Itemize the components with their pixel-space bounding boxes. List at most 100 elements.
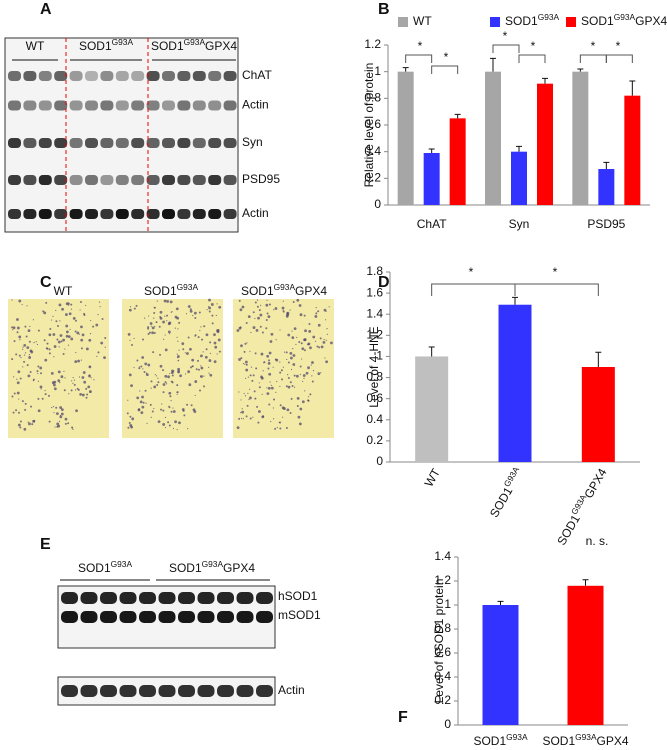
cell-dot	[24, 402, 27, 405]
cell-dot	[49, 327, 52, 330]
blot-band	[223, 209, 237, 219]
significance-bracket	[579, 54, 607, 63]
cell-dot	[67, 304, 70, 306]
cell-dot	[39, 385, 43, 389]
cell-dot	[267, 361, 271, 365]
cell-dot	[254, 352, 257, 355]
error-bar	[516, 145, 522, 152]
cell-dot	[209, 341, 212, 344]
significance-bracket	[518, 54, 546, 63]
cell-dot	[60, 340, 63, 343]
blot-band	[115, 71, 129, 81]
cell-dot	[184, 352, 186, 354]
blot-band	[54, 175, 68, 185]
cell-dot	[176, 391, 178, 393]
cell-dot	[133, 366, 135, 369]
cell-dot	[299, 313, 303, 317]
bar	[423, 153, 440, 205]
cell-dot	[26, 346, 30, 350]
cell-dot	[159, 353, 162, 356]
cell-dot	[203, 375, 205, 377]
cell-dot	[203, 385, 206, 388]
y-tick-label: 0.2	[364, 171, 381, 185]
band-label: ChAT	[242, 68, 272, 82]
cell-dot	[133, 337, 135, 340]
significance-mark: *	[616, 39, 621, 53]
cell-dot	[252, 374, 255, 377]
cell-dot	[142, 401, 145, 404]
cell-dot	[52, 315, 54, 318]
blot-band	[162, 71, 175, 81]
blot-band	[85, 71, 98, 81]
cell-dot	[287, 333, 291, 337]
cell-dot	[182, 409, 185, 412]
cell-dot	[44, 389, 46, 392]
cell-dot	[25, 335, 28, 338]
group-label: SOD1G93AGPX4	[169, 559, 255, 575]
blot-band	[119, 611, 137, 623]
cell-dot	[75, 351, 77, 354]
cell-dot	[242, 418, 244, 420]
cell-dot	[161, 403, 163, 405]
cell-dot	[275, 358, 279, 362]
cell-dot	[80, 359, 82, 361]
y-tick-label: 0.6	[366, 391, 383, 405]
blot-band	[8, 100, 21, 111]
cell-dot	[73, 383, 76, 386]
cell-dot	[203, 325, 206, 328]
cell-dot	[319, 337, 322, 340]
cell-dot	[140, 411, 144, 415]
cell-dot	[314, 315, 318, 318]
blot-band	[177, 138, 191, 148]
error-bar	[402, 67, 409, 72]
cell-dot	[170, 399, 172, 402]
cell-dot	[51, 406, 53, 409]
cell-dot	[164, 374, 168, 378]
cell-dot	[289, 351, 293, 355]
blot-band	[23, 71, 37, 81]
cell-dot	[104, 346, 106, 348]
blot-band	[8, 209, 21, 219]
cell-dot	[217, 329, 220, 332]
band-label: mSOD1	[278, 608, 321, 622]
cell-dot	[252, 416, 254, 418]
cell-dot	[59, 414, 62, 417]
error-bar	[542, 77, 548, 84]
cell-dot	[129, 339, 131, 341]
cell-dot	[147, 363, 151, 367]
cell-dot	[64, 422, 67, 425]
cell-dot	[103, 356, 106, 360]
cell-dot	[138, 366, 140, 368]
blot-band	[119, 592, 137, 604]
blot-band	[146, 100, 160, 111]
cell-dot	[164, 315, 166, 317]
blot-band	[146, 71, 160, 81]
cell-dot	[200, 354, 203, 358]
cell-dot	[216, 353, 218, 355]
cell-dot	[257, 421, 260, 424]
band-label: PSD95	[242, 172, 280, 186]
cell-dot	[70, 303, 73, 306]
y-tick-label: 0	[376, 454, 383, 468]
cell-dot	[192, 314, 194, 317]
y-tick-label: 0	[374, 197, 381, 211]
blot-band	[23, 175, 37, 185]
cell-dot	[218, 350, 221, 353]
cell-dot	[270, 384, 273, 386]
cell-dot	[100, 341, 104, 345]
cell-dot	[185, 313, 188, 315]
cell-dot	[303, 377, 305, 380]
label-part: SOD1	[581, 14, 614, 28]
cell-dot	[177, 328, 179, 330]
cell-dot	[268, 351, 272, 355]
cell-dot	[199, 389, 202, 392]
cell-dot	[69, 328, 71, 331]
cell-dot	[62, 338, 66, 342]
cell-dot	[218, 305, 222, 309]
cell-dot	[11, 326, 14, 329]
cell-dot	[307, 396, 310, 398]
blot-band	[236, 592, 254, 604]
bar	[572, 71, 589, 206]
blot-band	[80, 592, 98, 604]
